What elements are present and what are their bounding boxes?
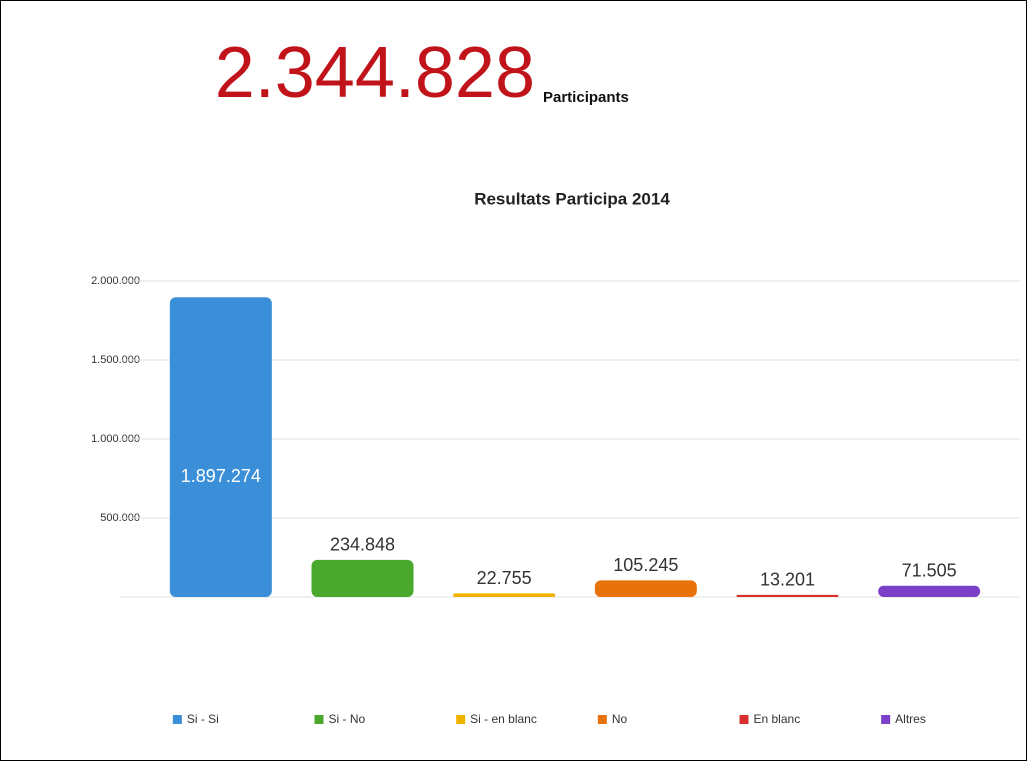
legend-swatch	[456, 715, 466, 724]
legend-label: Si - Si	[187, 712, 219, 726]
data-label: 234.848	[330, 535, 395, 555]
y-tick-label: 1.500.000	[91, 354, 140, 366]
data-label: 105.245	[613, 555, 678, 575]
data-label: 13.201	[760, 570, 815, 590]
y-tick-label: 1.000.000	[91, 433, 140, 445]
data-label: 1.897.274	[181, 466, 261, 486]
legend-label: Altres	[895, 712, 926, 726]
bar	[169, 297, 272, 597]
legend-swatch	[314, 715, 324, 724]
legend-label: En blanc	[754, 712, 801, 726]
legend-swatch	[597, 715, 607, 724]
legend-label: Si - No	[329, 712, 366, 726]
headline: 2.344.828	[215, 33, 535, 113]
bar	[736, 594, 839, 597]
legend-swatch	[881, 715, 891, 724]
y-tick-label: 2.000.000	[91, 275, 140, 287]
data-label: 71.505	[902, 560, 957, 580]
chart-title: Resultats Participa 2014	[474, 189, 670, 208]
data-label: 22.755	[477, 568, 532, 588]
legend-label: No	[612, 712, 628, 726]
headline-label: Participants	[543, 89, 629, 106]
bar	[311, 559, 414, 597]
legend-swatch	[739, 715, 749, 724]
bar	[594, 580, 697, 597]
bar	[878, 585, 981, 597]
bar	[453, 593, 556, 597]
legend-label: Si - en blanc	[470, 712, 537, 726]
legend-swatch	[172, 715, 182, 724]
